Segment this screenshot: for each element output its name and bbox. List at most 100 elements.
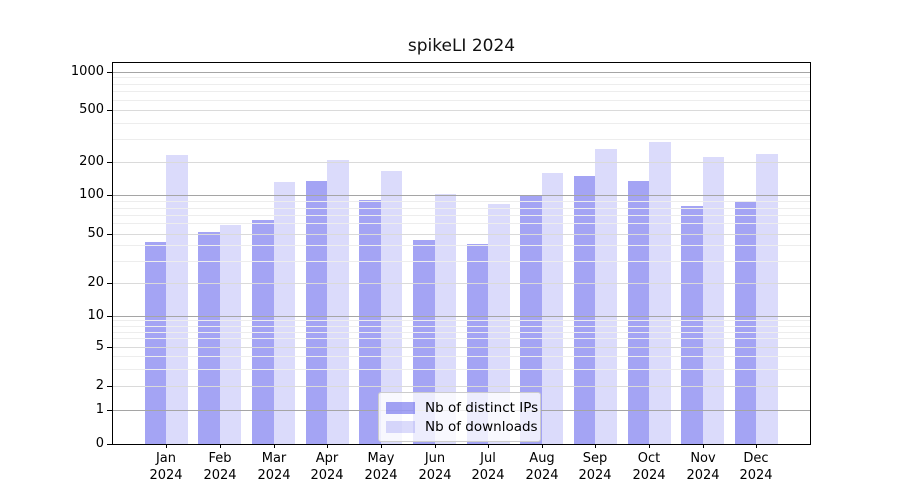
gridline-minor-3 xyxy=(113,369,810,370)
y-axis-tick-label-2: 2 xyxy=(95,378,104,393)
gridline-minor-6 xyxy=(113,338,810,339)
x-axis-tick-label-feb-2024: Feb 2024 xyxy=(203,451,237,483)
x-axis-tick-label-jul-2024: Jul 2024 xyxy=(471,451,505,483)
legend-swatch-distinct-ips xyxy=(386,401,415,414)
bar-nb-of-distinct-ips-jan-2024 xyxy=(144,241,167,444)
bar-nb-of-downloads-feb-2024 xyxy=(219,225,242,444)
x-axis-tick-label-sep-2024: Sep 2024 xyxy=(578,451,612,483)
x-axis-tick-mark-jan-2024 xyxy=(166,444,167,448)
y-axis-tick-mark-1 xyxy=(107,410,112,411)
y-axis-tick-mark-100 xyxy=(107,195,112,196)
bar-nb-of-downloads-sep-2024 xyxy=(595,149,617,444)
y-axis-tick-label-5: 5 xyxy=(95,339,104,354)
bar-nb-of-downloads-jul-2024 xyxy=(488,203,510,444)
gridline-minor-30 xyxy=(113,261,810,262)
x-axis-tick-mark-dec-2024 xyxy=(756,444,757,448)
x-axis-tick-mark-may-2024 xyxy=(381,444,382,448)
bar-nb-of-downloads-mar-2024 xyxy=(273,182,296,444)
y-axis-tick-label-50: 50 xyxy=(87,226,104,241)
y-axis-tick-mark-2 xyxy=(107,386,112,387)
gridline-minor-90 xyxy=(113,201,810,202)
y-axis-tick-label-0: 0 xyxy=(95,436,104,451)
gridline-5 xyxy=(113,347,810,348)
bar-nb-of-distinct-ips-mar-2024 xyxy=(252,219,274,444)
x-axis-tick-mark-jun-2024 xyxy=(435,444,436,448)
x-axis-tick-label-jun-2024: Jun 2024 xyxy=(418,451,452,483)
plot-area: Nb of distinct IPs Nb of downloads xyxy=(112,62,811,445)
x-axis-tick-label-jan-2024: Jan 2024 xyxy=(149,451,183,483)
x-axis-tick-mark-oct-2024 xyxy=(649,444,650,448)
x-axis-tick-label-aug-2024: Aug 2024 xyxy=(525,451,559,483)
gridline-minor-9 xyxy=(113,320,810,321)
chart-legend: Nb of distinct IPs Nb of downloads xyxy=(378,392,541,442)
y-axis-tick-label-20: 20 xyxy=(87,275,104,290)
bar-nb-of-downloads-aug-2024 xyxy=(541,173,564,444)
legend-label-distinct-ips: Nb of distinct IPs xyxy=(425,399,539,416)
bar-nb-of-distinct-ips-dec-2024 xyxy=(734,201,757,444)
bar-nb-of-downloads-oct-2024 xyxy=(649,141,671,444)
y-axis-tick-mark-20 xyxy=(107,283,112,284)
gridline-minor-70 xyxy=(113,215,810,216)
gridline-2 xyxy=(113,386,810,387)
gridline-minor-8 xyxy=(113,326,810,327)
y-axis-tick-mark-0 xyxy=(107,444,112,445)
bar-nb-of-downloads-may-2024 xyxy=(380,171,403,444)
gridline-200 xyxy=(113,162,810,163)
gridline-minor-400 xyxy=(113,123,810,124)
legend-swatch-downloads xyxy=(386,420,415,433)
x-axis-tick-label-apr-2024: Apr 2024 xyxy=(310,451,344,483)
y-axis-tick-label-500: 500 xyxy=(79,102,104,117)
gridline-500 xyxy=(113,110,810,111)
y-axis-tick-mark-10 xyxy=(107,316,112,317)
gridline-minor-60 xyxy=(113,223,810,224)
bar-nb-of-distinct-ips-sep-2024 xyxy=(573,175,596,444)
x-axis-tick-label-nov-2024: Nov 2024 xyxy=(686,451,720,483)
y-axis-tick-label-10: 10 xyxy=(87,308,104,323)
bar-nb-of-distinct-ips-oct-2024 xyxy=(627,180,650,444)
x-axis-tick-mark-jul-2024 xyxy=(488,444,489,448)
gridline-minor-700 xyxy=(113,91,810,92)
y-axis-tick-mark-500 xyxy=(107,110,112,111)
legend-label-downloads: Nb of downloads xyxy=(425,418,538,435)
gridline-minor-300 xyxy=(113,139,810,140)
y-axis-tick-label-1: 1 xyxy=(95,402,104,417)
x-axis-tick-mark-feb-2024 xyxy=(220,444,221,448)
x-axis-tick-label-dec-2024: Dec 2024 xyxy=(739,451,773,483)
gridline-50 xyxy=(113,234,810,235)
y-axis-tick-mark-200 xyxy=(107,162,112,163)
y-axis-tick-label-100: 100 xyxy=(79,187,104,202)
bar-nb-of-downloads-nov-2024 xyxy=(702,157,725,444)
x-axis-tick-mark-sep-2024 xyxy=(595,444,596,448)
gridline-10 xyxy=(113,316,810,317)
gridline-minor-80 xyxy=(113,208,810,209)
bar-nb-of-downloads-apr-2024 xyxy=(327,160,349,444)
x-axis-tick-label-mar-2024: Mar 2024 xyxy=(257,451,291,483)
gridline-minor-800 xyxy=(113,84,810,85)
gridline-20 xyxy=(113,283,810,284)
bar-nb-of-downloads-jan-2024 xyxy=(166,154,188,444)
y-axis-tick-mark-1000 xyxy=(107,72,112,73)
gridline-minor-7 xyxy=(113,332,810,333)
y-axis-tick-mark-50 xyxy=(107,234,112,235)
x-axis-tick-label-oct-2024: Oct 2024 xyxy=(632,451,666,483)
x-axis-tick-mark-mar-2024 xyxy=(274,444,275,448)
y-axis-tick-label-200: 200 xyxy=(79,154,104,169)
gridline-minor-900 xyxy=(113,77,810,78)
x-axis-tick-mark-nov-2024 xyxy=(703,444,704,448)
bar-nb-of-downloads-dec-2024 xyxy=(756,153,778,444)
gridline-minor-600 xyxy=(113,100,810,101)
gridline-minor-40 xyxy=(113,245,810,246)
y-axis-tick-label-1000: 1000 xyxy=(70,64,104,79)
x-axis-tick-mark-apr-2024 xyxy=(327,444,328,448)
bar-nb-of-distinct-ips-apr-2024 xyxy=(305,180,328,444)
legend-entry-downloads: Nb of downloads xyxy=(386,417,538,436)
x-axis-tick-label-may-2024: May 2024 xyxy=(364,451,398,483)
gridline-1000 xyxy=(113,72,810,73)
x-axis-tick-mark-aug-2024 xyxy=(542,444,543,448)
gridline-100 xyxy=(113,195,810,196)
chart-title: spikeLI 2024 xyxy=(407,36,516,56)
y-axis-tick-mark-5 xyxy=(107,347,112,348)
legend-entry-distinct-ips: Nb of distinct IPs xyxy=(386,398,538,417)
bar-nb-of-distinct-ips-nov-2024 xyxy=(681,206,703,444)
